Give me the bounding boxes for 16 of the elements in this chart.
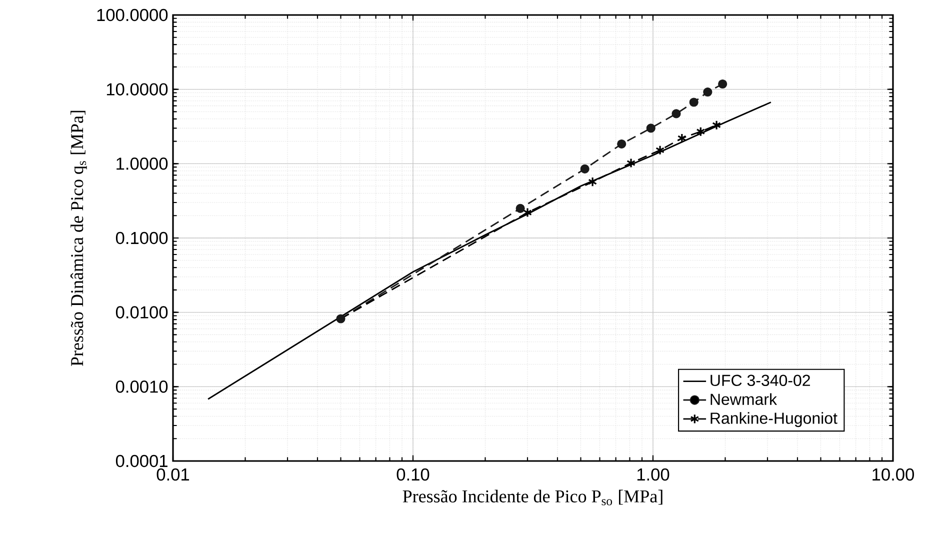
y-tick-label: 10.0000 bbox=[106, 83, 168, 96]
y-tick-label: 100.0000 bbox=[97, 8, 168, 22]
legend-label: Rankine-Hugoniot bbox=[710, 412, 838, 428]
legend-label: UFC 3-340-02 bbox=[710, 374, 810, 386]
legend-label: Newmark bbox=[710, 393, 778, 405]
y-tick-label: 0.0001 bbox=[116, 454, 168, 468]
y-tick-label: 0.0010 bbox=[116, 380, 168, 393]
x-axis-title: Pressão Incidente de Pico P$_{so}$ [MPa] bbox=[402, 490, 662, 506]
x-tick-label: 1.00 bbox=[637, 468, 670, 481]
y-tick-label: 0.1000 bbox=[116, 232, 168, 244]
x-tick-label: 0.10 bbox=[396, 468, 430, 481]
y-axis-title: Pressão Dinâmica de Pico q$_{s}$ [MPa] bbox=[70, 110, 87, 366]
y-tick-label: 0.0100 bbox=[116, 306, 168, 318]
y-tick-label: 1.0000 bbox=[116, 158, 168, 170]
x-tick-label: 0.01 bbox=[156, 468, 190, 481]
x-tick-label: 10.00 bbox=[872, 468, 914, 481]
